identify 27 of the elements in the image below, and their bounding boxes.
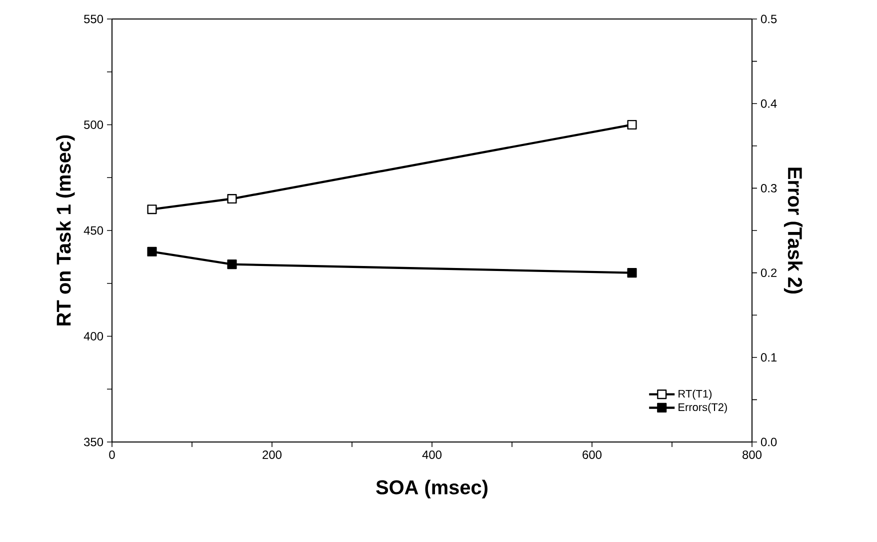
y-tick-label: 350	[84, 438, 104, 446]
x-tick-label: 200	[262, 450, 282, 459]
point	[147, 204, 157, 214]
y-tick-label: 400	[84, 332, 104, 340]
legend-label: RT(T1)	[678, 390, 712, 400]
y-axis-title: RT on Task 1 (msec)	[56, 135, 75, 326]
y2-axis-title: Error (Task 2)	[784, 168, 803, 294]
y-tick-label: 450	[84, 226, 104, 235]
point	[227, 194, 237, 204]
y2-tick-label: 0.2	[760, 268, 777, 278]
y2-tick-label: 0.1	[760, 353, 777, 362]
y-tick-label: 550	[84, 14, 104, 24]
point	[627, 120, 637, 130]
x-tick-label: 400	[422, 450, 442, 459]
y-tick-label: 500	[84, 120, 104, 129]
y2-tick-label: 0.3	[760, 184, 777, 192]
y2-tick-label: 0.0	[760, 438, 777, 446]
x-tick-label: 0	[109, 450, 115, 459]
y2-tick-label: 0.4	[760, 99, 777, 108]
x-tick-label: 800	[742, 450, 762, 459]
point	[627, 268, 637, 278]
x-axis-title: SOA (msec)	[376, 480, 488, 498]
x-tick-label: 600	[582, 450, 602, 459]
y2-tick-label: 0.5	[760, 14, 777, 24]
point	[147, 246, 157, 256]
legend-label: Errors(T2)	[678, 403, 727, 414]
point	[227, 260, 237, 270]
